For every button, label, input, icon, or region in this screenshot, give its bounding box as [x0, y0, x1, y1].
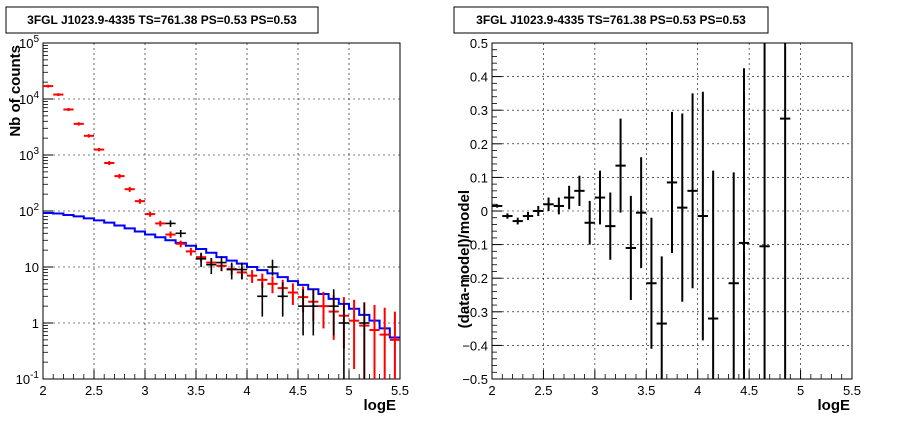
x-tick-label: 4.5	[289, 383, 307, 398]
y-axis-label: Nb of counts	[7, 45, 24, 137]
y-tick-label: 102	[19, 202, 39, 219]
x-axis-label: logE	[818, 397, 851, 414]
chart-title: 3FGL J1023.9-4335 TS=761.38 PS=0.53 PS=0…	[27, 13, 297, 27]
x-tick-label: 3	[591, 383, 598, 398]
y-tick-label: 0.2	[470, 137, 488, 152]
x-axis-label: logE	[364, 397, 397, 414]
x-tick-label: 5	[797, 383, 804, 398]
y-tick-label: 1	[32, 316, 39, 331]
y-tick-label: 0	[481, 204, 488, 219]
x-tick-label: 2	[488, 383, 495, 398]
x-tick-label: 2	[39, 383, 46, 398]
x-tick-label: 5	[345, 383, 352, 398]
x-tick-label: 5.5	[391, 383, 409, 398]
right-chart	[453, 6, 853, 380]
y-axis-label: (data-model)/model	[456, 190, 473, 328]
x-tick-label: 2.5	[534, 383, 552, 398]
x-tick-label: 3.5	[187, 383, 205, 398]
x-tick-label: 3.5	[637, 383, 655, 398]
y-tick-label: 0.5	[470, 36, 488, 51]
plot-frame	[42, 42, 401, 380]
title-box	[453, 6, 769, 34]
series-blue-step	[43, 212, 400, 339]
y-tick-label: −0.1	[462, 238, 488, 253]
y-tick-label: 0.4	[470, 70, 488, 85]
x-tick-label: 3	[141, 383, 148, 398]
x-tick-label: 5.5	[843, 383, 861, 398]
y-tick-label: 10	[25, 260, 39, 275]
title-box	[5, 6, 319, 34]
y-tick-label: 104	[19, 90, 39, 107]
y-tick-label: −0.4	[462, 338, 488, 353]
y-tick-label: 103	[19, 146, 39, 163]
y-tick-label: 105	[19, 34, 39, 51]
x-tick-label: 4	[694, 383, 701, 398]
y-tick-label: −0.2	[462, 271, 488, 286]
y-tick-label: 0.3	[470, 103, 488, 118]
y-tick-label: −0.3	[462, 305, 488, 320]
x-tick-label: 4	[243, 383, 250, 398]
y-tick-label: 10-1	[16, 370, 40, 387]
x-tick-label: 4.5	[740, 383, 758, 398]
y-tick-label: −0.5	[462, 372, 488, 387]
y-tick-label: 0.1	[470, 170, 488, 185]
x-tick-label: 2.5	[85, 383, 103, 398]
left-chart	[5, 6, 401, 380]
chart-title: 3FGL J1023.9-4335 TS=761.38 PS=0.53 PS=0…	[476, 13, 746, 27]
